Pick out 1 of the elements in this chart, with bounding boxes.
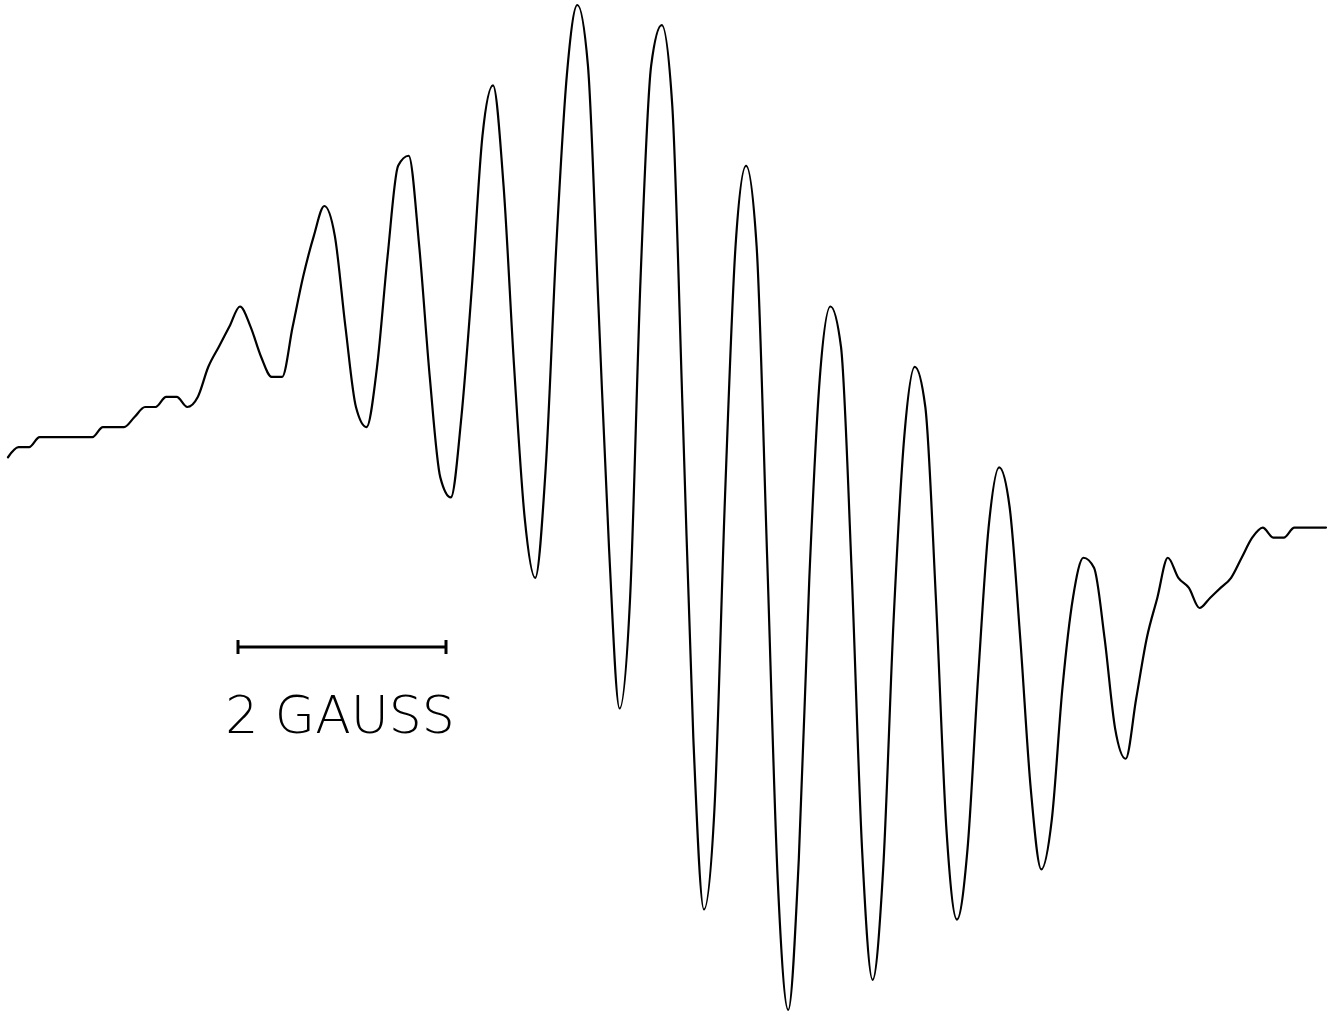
annotation: 2 GAUSS: [225, 685, 455, 745]
